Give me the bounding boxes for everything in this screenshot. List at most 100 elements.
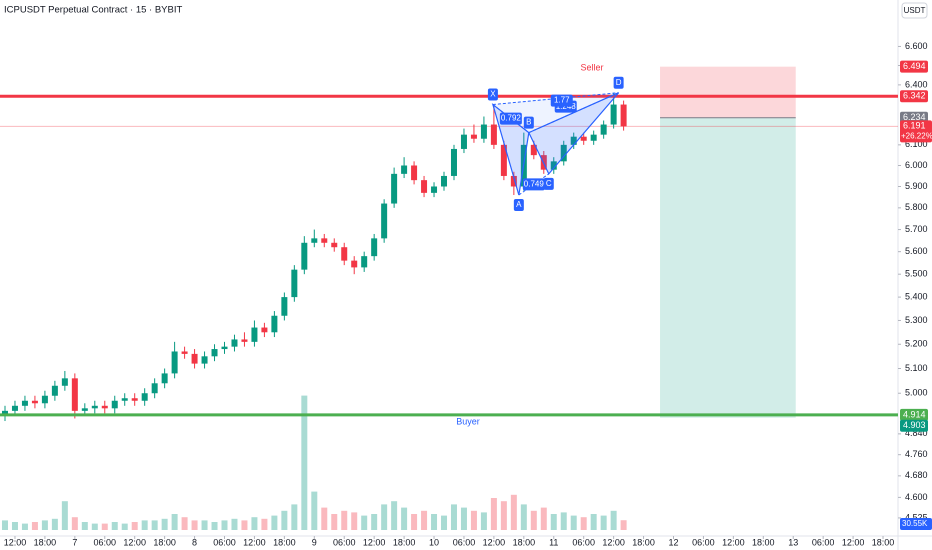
x-tick-label: 8 (192, 537, 197, 547)
volume-bar (171, 514, 178, 530)
candle-body (530, 144, 537, 156)
x-tick-label: 12:00 (123, 537, 146, 547)
y-tick-label: 6.600 (905, 41, 928, 51)
volume-label: 30.55K (902, 519, 928, 528)
volume-bar (301, 395, 308, 530)
y-tick-label: 4.680 (905, 470, 928, 480)
y-tick-label: 5.300 (905, 315, 928, 325)
volume-label-box (900, 518, 932, 530)
x-tick-label: 06:00 (94, 537, 117, 547)
volume-bar (560, 512, 567, 530)
current-price: 6.191 (903, 121, 926, 131)
candle-body (231, 339, 238, 347)
candle-body (401, 165, 408, 174)
x-tick-label: 7 (72, 537, 77, 547)
candle-body (261, 327, 268, 333)
x-tick-label: 12:00 (363, 537, 386, 547)
candle-body (490, 124, 497, 145)
volume-bar (331, 514, 338, 530)
candle-body (371, 238, 378, 257)
volume-bar (81, 522, 88, 530)
buyer-label: Buyer (456, 416, 480, 426)
volume-bar (371, 514, 378, 530)
candle-body (241, 339, 248, 342)
y-tick-label: 4.600 (905, 492, 928, 502)
x-tick-label: 9 (312, 537, 317, 547)
candle-body (211, 349, 218, 357)
x-tick-label: 18:00 (393, 537, 416, 547)
candle-body (291, 269, 298, 298)
volume-bar (620, 520, 627, 530)
price-label-box (900, 419, 928, 432)
x-tick-label: 12:00 (243, 537, 266, 547)
volume-bar (1, 520, 8, 530)
volume-bar (161, 518, 168, 530)
candle-body (321, 238, 328, 243)
volume-bar (381, 504, 388, 530)
volume-bar (431, 514, 438, 530)
volume-bar (261, 518, 268, 530)
volume-bar (590, 514, 597, 530)
candle-body (510, 175, 517, 187)
candle-body (81, 408, 88, 411)
volume-bar (91, 523, 98, 530)
volume-bar (31, 522, 38, 530)
y-tick-label: 5.000 (905, 388, 928, 398)
volume-bar (520, 504, 527, 530)
current-price-box (900, 120, 932, 143)
x-tick-label: 06:00 (213, 537, 236, 547)
chart-title: ICPUSDT Perpetual Contract · 15 · BYBIT (4, 5, 182, 16)
candle-body (441, 175, 448, 187)
x-tick-label: 06:00 (812, 537, 835, 547)
candle-body (411, 165, 418, 181)
volume-bar (321, 507, 328, 530)
volume-bar (21, 523, 28, 530)
volume-bar (610, 510, 617, 530)
candle-body (351, 260, 358, 268)
y-tick-label: 6.400 (905, 79, 928, 89)
volume-bar (271, 515, 278, 530)
price-label: 4.914 (903, 409, 926, 419)
x-tick-label: 18:00 (34, 537, 57, 547)
current-change: +26.22% (901, 131, 932, 140)
pattern-ratio-line (518, 173, 550, 196)
x-tick-label: 12:00 (602, 537, 625, 547)
candle-body (151, 383, 158, 394)
candle-body (570, 136, 577, 145)
x-tick-label: 18:00 (632, 537, 655, 547)
candle-body (550, 161, 557, 170)
point-label: C (546, 179, 552, 188)
candle-body (610, 104, 617, 125)
volume-bar (530, 510, 537, 530)
y-tick-label: 6.100 (905, 139, 928, 149)
volume-bar (480, 512, 487, 530)
volume-bar (341, 510, 348, 530)
volume-bar (281, 510, 288, 530)
volume-bar (231, 518, 238, 530)
volume-bar (361, 515, 368, 530)
volume-bar (191, 520, 198, 530)
x-tick-label: 06:00 (453, 537, 476, 547)
volume-bar (570, 515, 577, 530)
volume-bar (71, 517, 78, 530)
volume-bar (181, 517, 188, 530)
volume-bar (121, 523, 128, 530)
target-zone (660, 117, 796, 418)
x-tick-label: 12:00 (483, 537, 506, 547)
candle-body (181, 351, 188, 354)
volume-bar (540, 507, 547, 530)
candle-body (580, 136, 587, 141)
volume-bar (111, 522, 118, 530)
volume-bar (11, 522, 18, 530)
x-tick-label: 06:00 (692, 537, 715, 547)
point-label: X (490, 90, 496, 99)
candle-body (341, 247, 348, 261)
candle-body (31, 400, 38, 404)
candle-body (450, 148, 457, 176)
y-tick-label: 5.900 (905, 181, 928, 191)
y-tick-label: 4.525 (905, 512, 928, 522)
candle-body (460, 134, 467, 149)
